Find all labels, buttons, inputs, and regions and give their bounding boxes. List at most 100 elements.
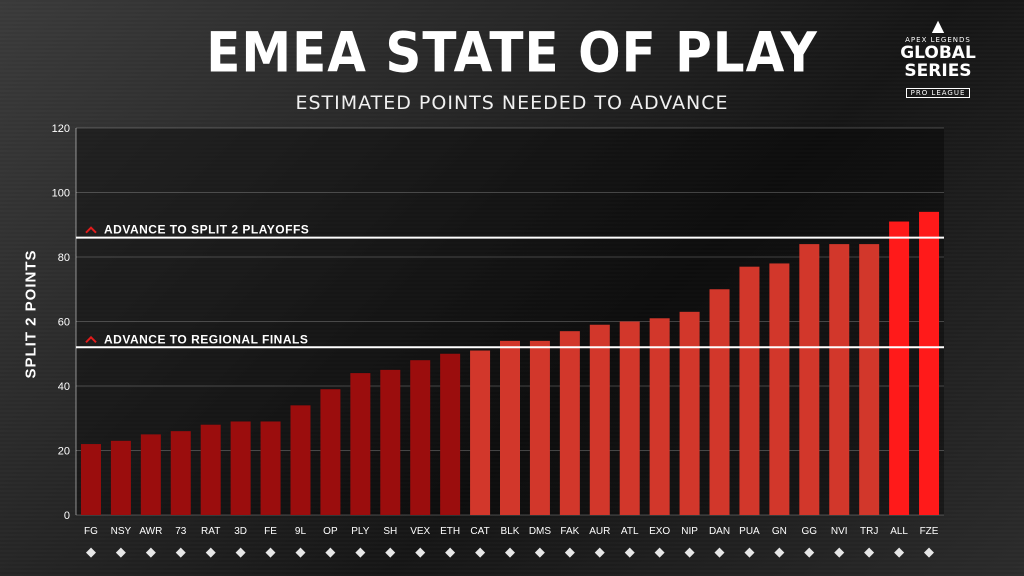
y-tick-label: 20	[58, 446, 70, 458]
team-logo-icon: ◆	[894, 545, 904, 560]
team-logo-icon: ◆	[685, 545, 695, 560]
bar-trj	[859, 244, 880, 515]
x-tick-label: TRJ	[860, 526, 878, 537]
team-logo-icon: ◆	[415, 545, 425, 560]
team-logo-icon: ◆	[565, 545, 575, 560]
y-tick-label: 60	[58, 317, 70, 329]
apex-global-series-logo: ▲ APEX LEGENDS GLOBAL SERIES PRO LEAGUE	[878, 16, 998, 98]
x-tick-label: 3D	[234, 526, 247, 537]
team-logo-icon: ◆	[804, 545, 814, 560]
bar-exo	[649, 318, 670, 515]
x-tick-label: AUR	[589, 526, 610, 537]
x-tick-label: 73	[175, 526, 187, 537]
bar-ply	[350, 373, 371, 515]
bar-nsy	[110, 440, 131, 515]
team-logo-icon: ◆	[295, 545, 305, 560]
y-tick-label: 0	[64, 510, 70, 522]
team-logo-icon: ◆	[744, 545, 754, 560]
bar-fg	[80, 444, 101, 515]
x-tick-label: ETH	[440, 526, 460, 537]
x-tick-label: EXO	[649, 526, 670, 537]
y-tick-label: 120	[52, 123, 70, 135]
x-tick-label: BLK	[501, 526, 520, 537]
team-logo-icon: ◆	[625, 545, 635, 560]
team-logo-icon: ◆	[86, 545, 96, 560]
bar-fe	[260, 421, 281, 515]
x-tick-label: NVI	[831, 526, 848, 537]
team-logo-icon: ◆	[385, 545, 395, 560]
bar-sh	[380, 369, 401, 515]
x-tick-label: FG	[84, 526, 98, 537]
team-logo-icon: ◆	[475, 545, 485, 560]
team-logo-icon: ◆	[266, 545, 276, 560]
bar-gg	[799, 244, 820, 515]
bar-3d	[230, 421, 251, 515]
x-tick-label: 9L	[295, 526, 307, 537]
bar-nvi	[829, 244, 850, 515]
apex-logo-icon: ▲	[931, 16, 945, 35]
cutoff-label: ADVANCE TO SPLIT 2 PLAYOFFS	[104, 223, 309, 237]
bar-atl	[619, 321, 640, 515]
bar-eth	[440, 353, 461, 515]
chevron-up-icon	[85, 226, 97, 234]
bar-pua	[739, 266, 760, 515]
y-tick-label: 40	[58, 381, 70, 393]
x-tick-label: DAN	[709, 526, 730, 537]
x-tick-label: GG	[802, 526, 818, 537]
team-logo-icon: ◆	[535, 545, 545, 560]
cutoff-label: ADVANCE TO REGIONAL FINALS	[104, 332, 308, 346]
x-tick-label: ALL	[890, 526, 908, 537]
x-tick-label: FE	[264, 526, 277, 537]
team-logo-icon: ◆	[774, 545, 784, 560]
team-logo-icon: ◆	[116, 545, 126, 560]
team-logo-icon: ◆	[924, 545, 934, 560]
page-title: EMEA STATE OF PLAY	[206, 21, 818, 85]
x-tick-label: GN	[772, 526, 787, 537]
chevron-up-icon	[85, 335, 97, 344]
team-logo-icon: ◆	[864, 545, 874, 560]
x-tick-label: AWR	[139, 526, 162, 537]
x-tick-label: OP	[323, 526, 338, 537]
team-logo-icon: ◆	[206, 545, 216, 560]
x-tick-label: FZE	[920, 526, 939, 537]
bar-aur	[589, 324, 610, 515]
logo-line-2: GLOBAL SERIES	[900, 43, 976, 81]
bar-dms	[529, 340, 550, 515]
x-tick-label: NSY	[111, 526, 132, 537]
team-logo-icon: ◆	[325, 545, 335, 560]
team-logo-icon: ◆	[176, 545, 186, 560]
x-tick-label: NIP	[681, 526, 698, 537]
x-tick-label: SH	[383, 526, 397, 537]
x-tick-label: CAT	[470, 526, 489, 537]
y-tick-label: 80	[58, 252, 70, 264]
team-logo-icon: ◆	[595, 545, 605, 560]
x-tick-label: DMS	[529, 526, 552, 537]
team-logo-icon: ◆	[834, 545, 844, 560]
team-logo-icon: ◆	[355, 545, 365, 560]
bar-rat	[200, 424, 221, 515]
team-logo-icon: ◆	[715, 545, 725, 560]
x-tick-label: FAK	[560, 526, 579, 537]
bar-blk	[500, 340, 520, 515]
bar-73	[170, 431, 191, 515]
bar-nip	[679, 311, 700, 515]
logo-line-3: PRO LEAGUE	[905, 88, 971, 98]
bar-vex	[410, 360, 431, 515]
x-tick-label: PUA	[739, 526, 760, 537]
x-tick-label: ATL	[621, 526, 639, 537]
bar-all	[889, 221, 910, 515]
bar-dan	[709, 289, 730, 515]
team-logo-icon: ◆	[445, 545, 455, 560]
x-tick-label: VEX	[410, 526, 430, 537]
bar-op	[320, 389, 341, 515]
bar-cat	[470, 350, 491, 515]
team-logo-icon: ◆	[505, 545, 515, 560]
x-tick-label: RAT	[201, 526, 220, 537]
team-logo-icon: ◆	[236, 545, 246, 560]
team-logo-icon: ◆	[655, 545, 665, 560]
logo-line-1: APEX LEGENDS	[905, 36, 971, 44]
y-tick-label: 100	[52, 188, 70, 200]
x-tick-label: PLY	[351, 526, 369, 537]
page-subtitle: ESTIMATED POINTS NEEDED TO ADVANCE	[295, 92, 729, 114]
